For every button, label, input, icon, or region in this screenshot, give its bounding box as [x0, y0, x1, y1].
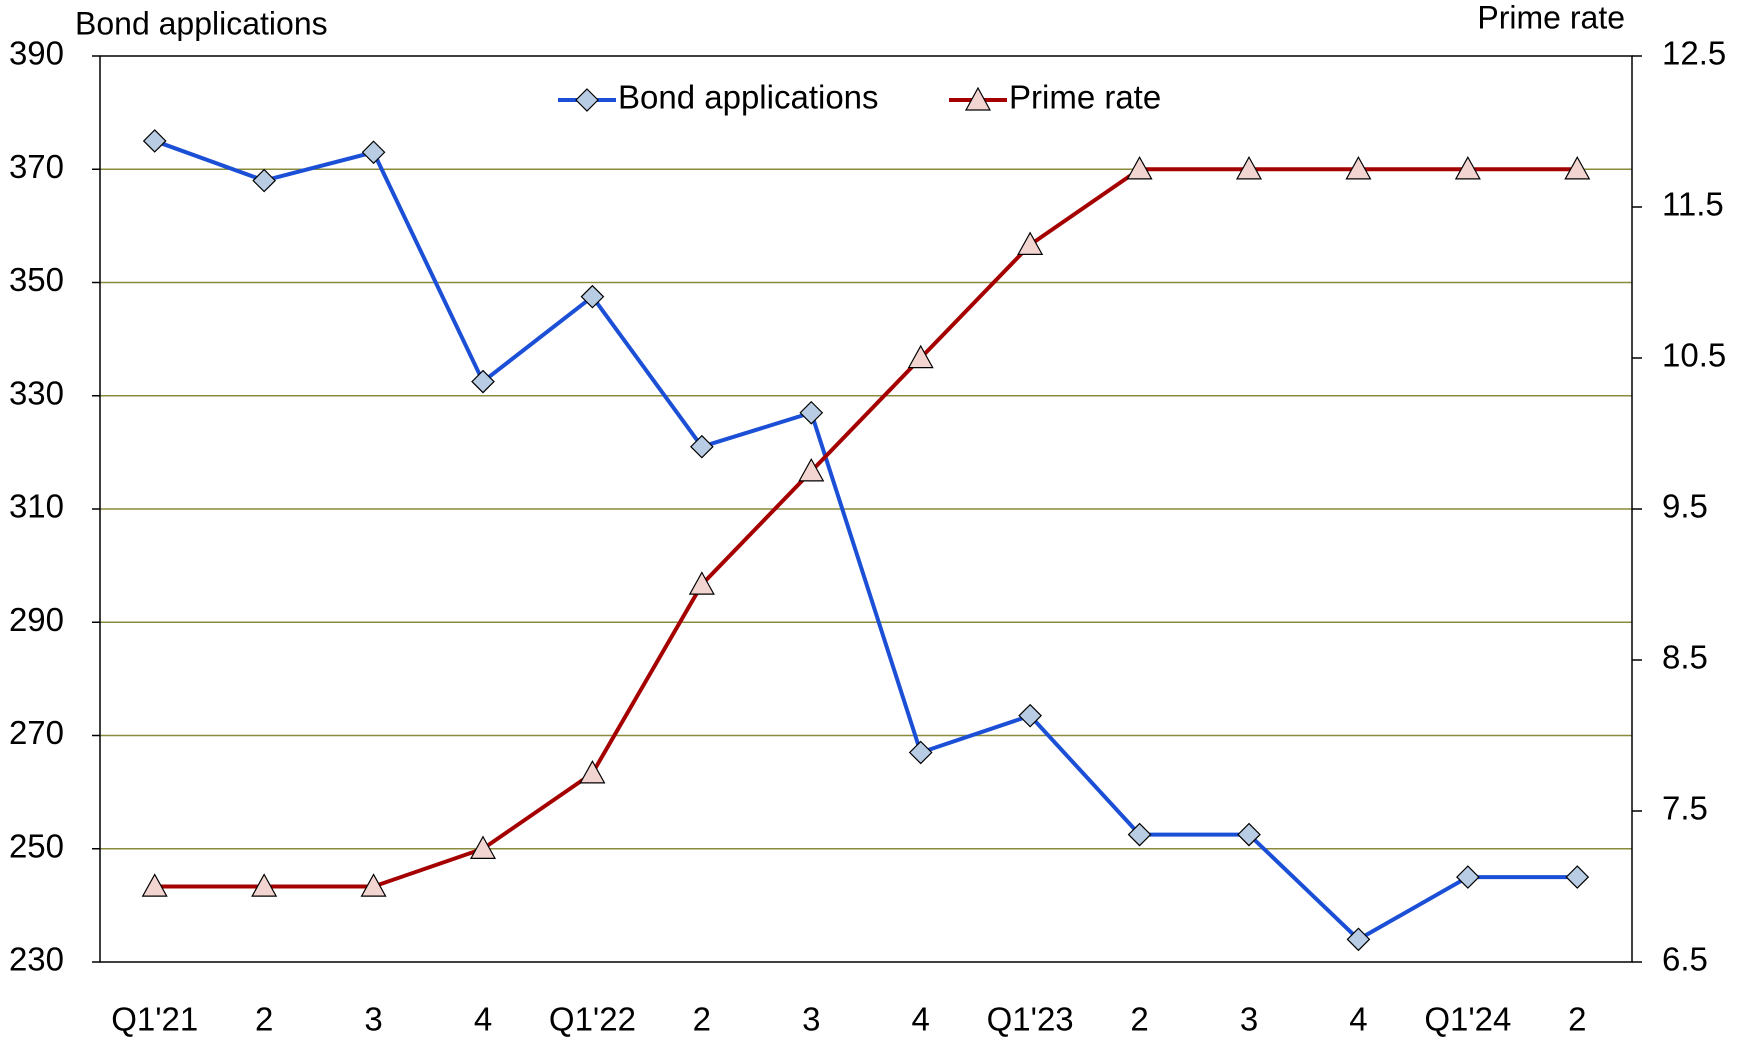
marker	[471, 369, 495, 394]
y2-tick-label: 10.5	[1662, 337, 1726, 374]
x-tick-label: 4	[912, 1001, 930, 1038]
marker	[1456, 865, 1480, 889]
x-tick-label: 3	[364, 1001, 382, 1038]
x-tick-label: Q1'22	[549, 1001, 636, 1038]
y2-tick-label: 8.5	[1662, 639, 1708, 676]
marker	[907, 344, 934, 369]
y2-tick-label: 9.5	[1662, 488, 1708, 525]
y2-axis-label: Prime rate	[1477, 0, 1625, 35]
y-tick-label: 290	[9, 601, 64, 638]
marker	[1126, 156, 1153, 180]
y-tick-label: 390	[9, 35, 64, 72]
legend-marker	[575, 88, 599, 112]
marker	[799, 400, 824, 425]
y2-tick-label: 6.5	[1662, 941, 1708, 978]
x-tick-label: 3	[1240, 1001, 1258, 1038]
y2-tick-label: 11.5	[1662, 186, 1724, 223]
y-tick-label: 250	[9, 827, 64, 864]
marker	[1017, 231, 1044, 255]
x-tick-label: 2	[255, 1001, 273, 1038]
y-tick-label: 270	[9, 714, 64, 751]
marker	[469, 835, 497, 859]
marker	[1235, 156, 1263, 180]
legend-marker	[964, 86, 992, 111]
x-tick-label: Q1'23	[987, 1001, 1074, 1038]
x-tick-label: Q1'24	[1424, 1001, 1511, 1038]
x-tick-label: 4	[474, 1001, 492, 1038]
marker	[252, 168, 276, 193]
y-tick-label: 350	[9, 261, 64, 298]
marker	[1127, 822, 1152, 847]
marker	[142, 129, 167, 153]
x-tick-label: 4	[1349, 1001, 1367, 1038]
marker	[251, 873, 278, 897]
marker	[1454, 156, 1481, 180]
series-line	[154, 167, 1578, 889]
y2-tick-label: 12.5	[1662, 35, 1726, 72]
marker	[360, 873, 387, 897]
x-tick-label: 2	[1568, 1001, 1586, 1038]
marker	[361, 140, 386, 165]
legend-label: Bond applications	[618, 79, 879, 116]
marker	[579, 760, 606, 784]
legend-label: Prime rate	[1009, 79, 1161, 116]
marker	[690, 434, 714, 459]
y-tick-label: 230	[9, 941, 64, 978]
y-tick-label: 330	[9, 374, 64, 411]
marker	[141, 873, 168, 897]
marker	[1345, 156, 1372, 180]
marker	[1346, 927, 1371, 952]
x-tick-label: Q1'21	[111, 1001, 198, 1038]
y-axis-label: Bond applications	[75, 5, 328, 41]
marker	[688, 571, 715, 595]
marker	[580, 284, 605, 309]
marker	[1564, 156, 1591, 180]
marker	[1237, 822, 1261, 847]
marker	[1565, 865, 1590, 889]
x-tick-label: 2	[693, 1001, 711, 1038]
plot-frame	[99, 55, 1633, 963]
marker	[798, 458, 825, 482]
x-tick-label: 2	[1130, 1001, 1148, 1038]
y2-tick-label: 7.5	[1662, 790, 1708, 827]
marker	[908, 740, 933, 765]
marker	[1018, 703, 1042, 728]
series-line	[154, 139, 1578, 942]
y-tick-label: 310	[9, 488, 64, 525]
x-tick-label: 3	[802, 1001, 820, 1038]
y-tick-label: 370	[9, 148, 64, 185]
